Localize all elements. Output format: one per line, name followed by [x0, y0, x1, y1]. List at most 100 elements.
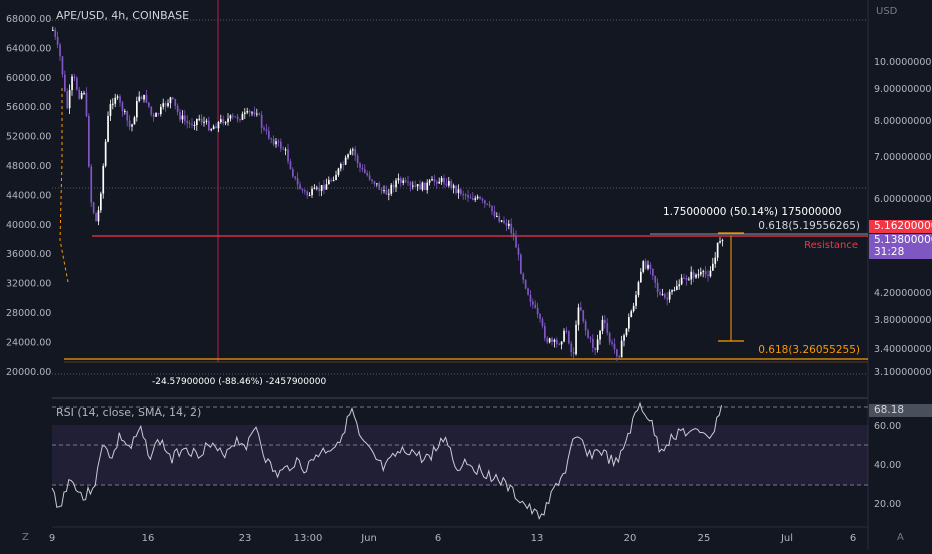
- candle-body: [184, 115, 186, 121]
- left-axis-tick: 56000.00: [6, 102, 51, 113]
- candle-body: [616, 349, 618, 356]
- candle-body: [644, 261, 647, 269]
- candle-body: [270, 138, 273, 140]
- candle-body: [692, 271, 695, 278]
- time-axis-tick: 20: [624, 533, 637, 544]
- candle-body: [356, 155, 359, 164]
- candle-body: [395, 180, 397, 188]
- candle-body: [520, 254, 522, 274]
- candle-body: [512, 233, 515, 237]
- candle-body: [570, 343, 573, 353]
- time-axis-tick: Jun: [360, 533, 377, 544]
- right-axis-tick: 3.10000000: [874, 367, 931, 378]
- time-axis-tick: 13:00: [294, 533, 323, 544]
- candle-body: [587, 330, 589, 338]
- candle-body: [580, 307, 582, 311]
- candle-body: [294, 176, 297, 179]
- candle-body: [556, 339, 558, 344]
- candle-body: [145, 94, 148, 103]
- candle-body: [476, 196, 479, 199]
- candle-body: [632, 305, 635, 312]
- candle-body: [479, 196, 481, 199]
- candle-body: [709, 270, 712, 277]
- candle-body: [169, 97, 172, 104]
- candle-body: [282, 148, 285, 150]
- candle-body: [244, 112, 246, 114]
- candle-body: [203, 121, 205, 123]
- candle-body: [383, 190, 385, 192]
- candle-body: [505, 223, 508, 226]
- right-axis-tick: 9.00000000: [874, 84, 931, 95]
- candle-body: [172, 97, 174, 99]
- fib-top-label: 0.618(5.19556265): [758, 220, 860, 232]
- candle-body: [553, 339, 556, 342]
- candle-body: [313, 187, 316, 189]
- candle-body: [625, 328, 628, 336]
- left-axis-tick: 60000.00: [6, 73, 51, 84]
- candle-body: [280, 141, 282, 149]
- candle-body: [155, 113, 157, 117]
- candle-body: [680, 277, 683, 285]
- left-axis-tick: 64000.00: [6, 43, 51, 54]
- candle-body: [126, 111, 129, 121]
- candle-body: [620, 340, 623, 358]
- candle-body: [256, 113, 258, 115]
- candle-body: [414, 185, 417, 187]
- candle-body: [498, 216, 501, 222]
- right-axis-tick: 3.40000000: [874, 344, 931, 355]
- candle-body: [148, 102, 150, 107]
- candle-body: [606, 323, 609, 333]
- candle-body: [227, 118, 229, 123]
- candle-body: [426, 182, 429, 190]
- candle-body: [320, 185, 323, 192]
- candle-body: [584, 321, 587, 331]
- candle-body: [306, 191, 309, 196]
- candle-body: [464, 194, 467, 196]
- candle-body: [347, 154, 349, 158]
- candle-body: [246, 111, 249, 113]
- candle-body: [85, 92, 88, 116]
- symbol-header[interactable]: APE/USD, 4h, COINBASE: [56, 9, 190, 22]
- candle-body: [582, 310, 585, 322]
- candle-body: [560, 341, 563, 345]
- candle-body: [700, 272, 702, 275]
- left-price-axis: 68000.00 64000.00 60000.00 56000.00 52000.00…: [6, 14, 51, 378]
- candle-body: [275, 141, 277, 145]
- candle-body: [685, 277, 688, 281]
- candle-body: [510, 223, 513, 234]
- rsi-axis-tick: 40.00: [874, 460, 901, 471]
- candle-body: [371, 179, 373, 182]
- candle-body: [217, 122, 220, 129]
- candle-body: [191, 123, 193, 126]
- time-axis-tick: 9: [49, 533, 55, 544]
- candle-body: [301, 189, 304, 191]
- candle-body: [486, 203, 489, 205]
- candle-body: [157, 113, 160, 115]
- candle-body: [524, 279, 527, 289]
- candle-body: [460, 189, 462, 195]
- candle-body: [623, 335, 625, 341]
- candle-body: [712, 263, 714, 271]
- candle-body: [66, 91, 69, 109]
- candle-body: [193, 124, 196, 126]
- candle-body: [714, 257, 717, 264]
- candle-body: [263, 127, 265, 130]
- candle-body: [208, 120, 210, 131]
- candle-body: [508, 223, 510, 226]
- candle-body: [83, 92, 85, 94]
- rsi-header[interactable]: RSI (14, close, SMA, 14, 2): [56, 406, 202, 419]
- candle-body: [59, 44, 61, 57]
- time-axis-tick: 23: [239, 533, 252, 544]
- candle-body: [522, 273, 525, 280]
- corner-right-button[interactable]: A: [897, 532, 904, 543]
- candle-body: [119, 96, 121, 103]
- candle-body: [241, 113, 244, 120]
- candle-body: [124, 111, 126, 113]
- candle-body: [186, 120, 189, 124]
- candle-body: [220, 119, 222, 123]
- candle-body: [292, 169, 294, 177]
- candle-body: [707, 274, 709, 277]
- corner-left-button[interactable]: Z: [22, 532, 29, 543]
- candle-body: [232, 115, 234, 117]
